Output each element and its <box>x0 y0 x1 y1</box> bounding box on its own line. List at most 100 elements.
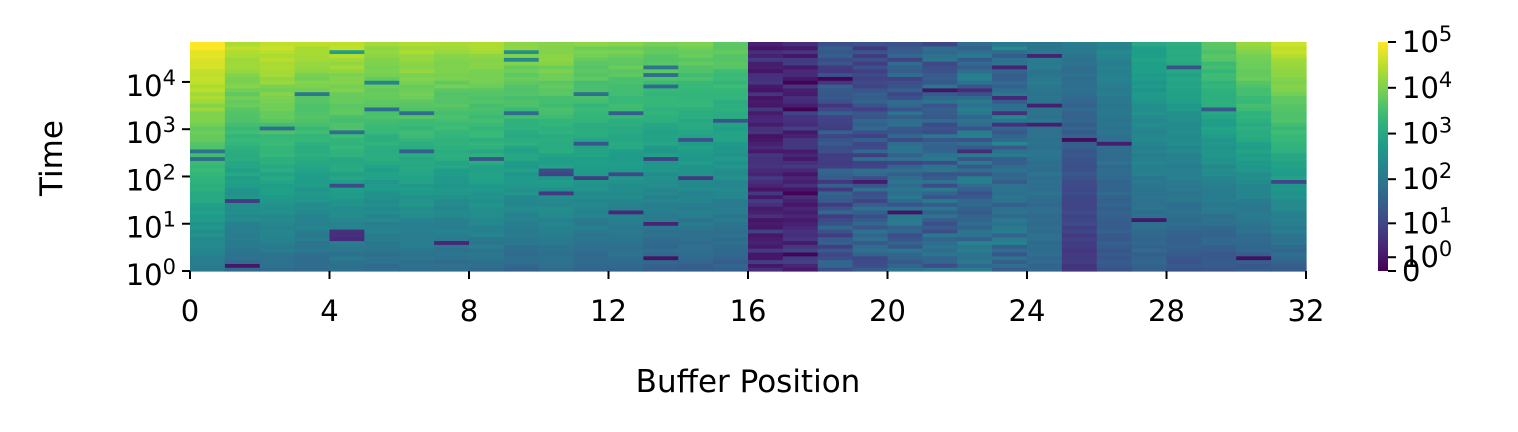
heatmap-cell <box>364 229 400 234</box>
heatmap-cell <box>573 141 610 146</box>
heatmap-cell <box>573 171 610 177</box>
heatmap-cell <box>1236 248 1272 253</box>
heatmap-cell <box>1027 194 1063 200</box>
heatmap-cell <box>224 171 261 177</box>
heatmap-cell <box>294 64 331 70</box>
heatmap-cell <box>573 217 610 222</box>
heatmap-cell <box>503 148 540 154</box>
heatmap-cell <box>887 118 923 123</box>
heatmap-cell <box>538 122 575 127</box>
heatmap-cell <box>852 175 889 180</box>
heatmap-cell <box>1131 133 1168 139</box>
heatmap-cell <box>399 248 435 253</box>
heatmap-cell <box>957 42 993 47</box>
heatmap-cell <box>852 248 889 253</box>
heatmap-cell <box>294 129 331 135</box>
heatmap-cell <box>1271 148 1307 154</box>
heatmap-cell <box>224 122 261 127</box>
heatmap-cell <box>1061 80 1098 85</box>
heatmap-cell <box>469 244 505 249</box>
heatmap-cell <box>1271 259 1307 264</box>
heatmap-cell <box>1096 156 1133 161</box>
heatmap-cell <box>852 160 889 165</box>
heatmap-cell <box>469 229 505 234</box>
heatmap-cell <box>224 87 261 93</box>
heatmap-cell <box>1131 160 1168 165</box>
heatmap-cell <box>364 244 400 249</box>
heatmap-cell <box>224 232 261 238</box>
heatmap-cell <box>399 141 435 146</box>
heatmap-cell <box>1166 53 1202 58</box>
heatmap-cell <box>294 225 331 230</box>
heatmap-cell <box>922 232 958 238</box>
heatmap-cell <box>1166 232 1202 238</box>
heatmap-cell <box>678 171 714 177</box>
heatmap-cell <box>329 167 365 173</box>
heatmap-cell <box>190 129 226 135</box>
heatmap-cell <box>224 42 261 47</box>
heatmap-cell <box>643 57 679 62</box>
heatmap-cell <box>713 175 749 180</box>
heatmap-cell <box>1271 240 1307 245</box>
heatmap-cell <box>1236 118 1272 123</box>
heatmap-cell <box>957 152 993 158</box>
heatmap-cell <box>1201 183 1237 188</box>
heatmap-cell <box>1201 145 1237 150</box>
heatmap-cell <box>1236 160 1272 165</box>
heatmap-cell <box>782 251 819 257</box>
heatmap-cell <box>399 206 435 211</box>
heatmap-cell <box>643 129 679 135</box>
heatmap-cell <box>608 190 644 196</box>
heatmap-cell <box>573 95 610 100</box>
heatmap-cell <box>782 244 819 249</box>
heatmap-cell <box>434 217 470 222</box>
heatmap-cell <box>643 45 679 51</box>
heatmap-cell <box>329 80 365 85</box>
heatmap-cell <box>294 152 331 158</box>
heatmap-cell <box>434 175 470 180</box>
heatmap-cell <box>1236 179 1272 184</box>
heatmap-cell <box>992 45 1028 51</box>
heatmap-cell <box>748 61 784 66</box>
heatmap-cell <box>957 251 993 257</box>
heatmap-cell <box>782 106 819 112</box>
heatmap-cell <box>294 244 331 249</box>
heatmap-cell <box>1201 244 1237 249</box>
heatmap-cell <box>1096 114 1133 119</box>
heatmap-cell <box>1061 179 1098 184</box>
heatmap-cell <box>643 175 679 180</box>
heatmap-cell <box>364 80 400 85</box>
heatmap-cell <box>1201 42 1237 47</box>
heatmap-cell <box>399 103 435 108</box>
heatmap-cell <box>1027 152 1063 158</box>
heatmap-cell <box>957 145 993 150</box>
heatmap-cell <box>1131 248 1168 253</box>
heatmap-cell <box>538 225 575 230</box>
heatmap-cell <box>294 190 331 196</box>
heatmap-cell <box>469 137 505 142</box>
heatmap-cell <box>503 42 540 47</box>
heatmap-cell <box>713 183 749 188</box>
heatmap-cell <box>1166 248 1202 253</box>
heatmap-cell <box>643 99 679 104</box>
heatmap-cell <box>782 45 819 51</box>
heatmap-cell <box>852 164 889 169</box>
heatmap-cell <box>992 110 1028 116</box>
heatmap-cell <box>573 190 610 196</box>
heatmap-cell <box>713 87 749 93</box>
heatmap-cell <box>503 53 540 58</box>
heatmap-cell <box>817 217 854 222</box>
heatmap-cell <box>922 42 958 47</box>
heatmap-cell <box>922 148 958 154</box>
heatmap-cell <box>678 248 714 253</box>
heatmap-cell <box>1271 95 1307 100</box>
heatmap-cell <box>1166 194 1202 200</box>
heatmap-cell <box>224 190 261 196</box>
heatmap-cell <box>329 99 365 104</box>
heatmap-cell <box>1027 72 1063 77</box>
heatmap-cell <box>817 232 854 238</box>
heatmap-cell <box>224 187 261 192</box>
heatmap-cell <box>957 244 993 249</box>
heatmap-cell <box>643 125 679 131</box>
heatmap-cell <box>573 42 610 47</box>
